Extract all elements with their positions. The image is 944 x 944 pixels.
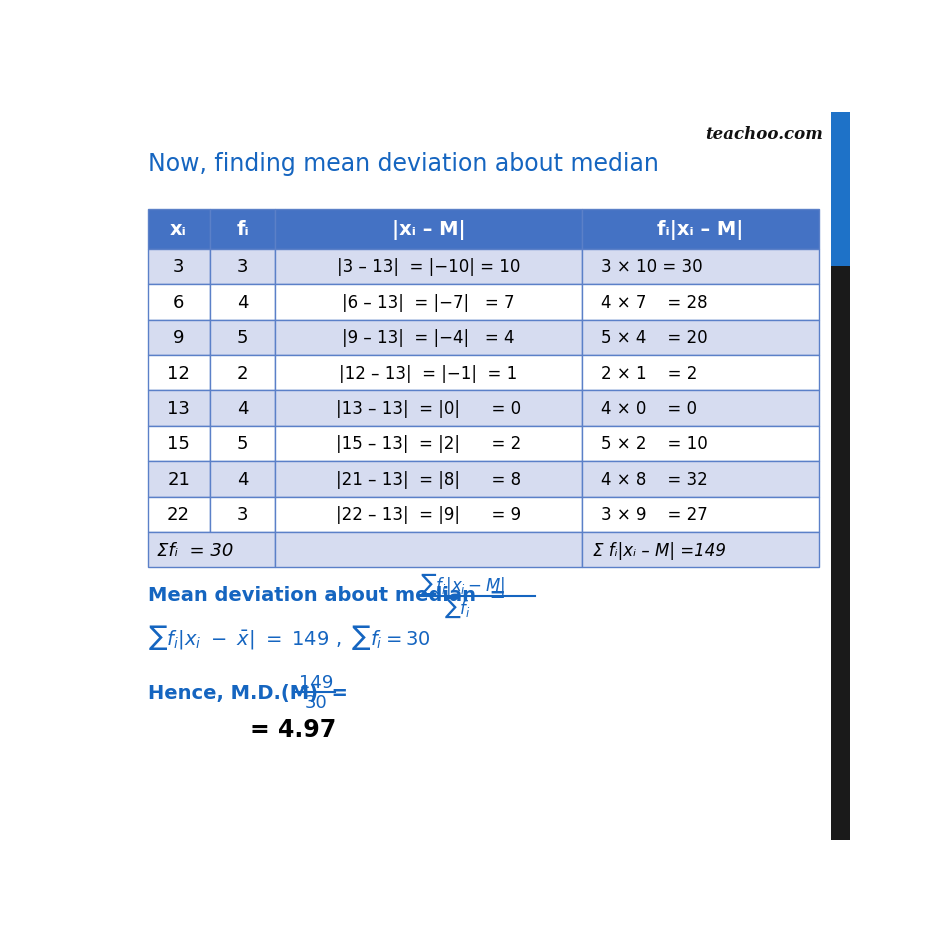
- Bar: [210, 462, 275, 497]
- Bar: [275, 462, 581, 497]
- Bar: [275, 427, 581, 462]
- Bar: [275, 210, 581, 249]
- Text: 3: 3: [237, 258, 248, 276]
- Text: 4 × 7    = 28: 4 × 7 = 28: [600, 294, 707, 312]
- Bar: [147, 356, 210, 391]
- Text: |12 – 13|  = |−1|  = 1: |12 – 13| = |−1| = 1: [339, 364, 517, 382]
- Text: teachoo.com: teachoo.com: [705, 126, 822, 143]
- Text: 12: 12: [167, 364, 190, 382]
- Text: 6: 6: [173, 294, 184, 312]
- Bar: [275, 320, 581, 356]
- Bar: [147, 320, 210, 356]
- Bar: [210, 427, 275, 462]
- Bar: [147, 532, 275, 568]
- Bar: [210, 285, 275, 320]
- Text: 5 × 4    = 20: 5 × 4 = 20: [600, 329, 707, 346]
- Text: 149: 149: [298, 673, 332, 691]
- Bar: [581, 356, 818, 391]
- Text: Σfᵢ  = 30: Σfᵢ = 30: [157, 541, 233, 559]
- Bar: [147, 462, 210, 497]
- Bar: [275, 497, 581, 532]
- Text: 4 × 0    = 0: 4 × 0 = 0: [600, 399, 697, 417]
- Bar: [581, 391, 818, 427]
- Text: $\sum f_i|x_i - M|$: $\sum f_i|x_i - M|$: [420, 571, 505, 597]
- Text: |9 – 13|  = |−4|   = 4: |9 – 13| = |−4| = 4: [342, 329, 514, 346]
- Text: 3: 3: [173, 258, 184, 276]
- Text: 21: 21: [167, 470, 190, 488]
- Text: = 4.97: = 4.97: [249, 717, 336, 741]
- Text: $\sum f_i|x_i\ -\ \bar{x}|\ =\ 149\ ,\ \sum f_i = 30$: $\sum f_i|x_i\ -\ \bar{x}|\ =\ 149\ ,\ \…: [147, 623, 430, 651]
- Text: |21 – 13|  = |8|      = 8: |21 – 13| = |8| = 8: [336, 470, 520, 488]
- Bar: [210, 249, 275, 285]
- Bar: [210, 320, 275, 356]
- Bar: [581, 249, 818, 285]
- Text: 5: 5: [237, 435, 248, 453]
- Bar: [275, 285, 581, 320]
- Text: 5 × 2    = 10: 5 × 2 = 10: [600, 435, 707, 453]
- Bar: [581, 320, 818, 356]
- Text: 4 × 8    = 32: 4 × 8 = 32: [600, 470, 707, 488]
- Text: fᵢ: fᵢ: [236, 220, 248, 239]
- Bar: [275, 391, 581, 427]
- Text: |22 – 13|  = |9|      = 9: |22 – 13| = |9| = 9: [336, 506, 520, 524]
- Text: |15 – 13|  = |2|      = 2: |15 – 13| = |2| = 2: [335, 435, 520, 453]
- Text: |13 – 13|  = |0|      = 0: |13 – 13| = |0| = 0: [336, 399, 520, 417]
- Bar: [581, 210, 818, 249]
- Text: 3 × 10 = 30: 3 × 10 = 30: [600, 258, 701, 276]
- Text: 3: 3: [237, 506, 248, 524]
- Bar: [581, 285, 818, 320]
- Bar: [147, 391, 210, 427]
- Text: 2 × 1    = 2: 2 × 1 = 2: [600, 364, 697, 382]
- Text: xᵢ: xᵢ: [170, 220, 187, 239]
- Text: 13: 13: [167, 399, 190, 417]
- Text: 4: 4: [237, 399, 248, 417]
- Text: 5: 5: [237, 329, 248, 346]
- Text: Σ fᵢ|xᵢ – M| =149: Σ fᵢ|xᵢ – M| =149: [593, 541, 725, 559]
- Bar: [210, 497, 275, 532]
- Text: 4: 4: [237, 294, 248, 312]
- Bar: [275, 249, 581, 285]
- Bar: [830, 267, 850, 840]
- Bar: [147, 497, 210, 532]
- Bar: [210, 210, 275, 249]
- Bar: [210, 391, 275, 427]
- Text: 4: 4: [237, 470, 248, 488]
- Bar: [147, 285, 210, 320]
- Text: 30: 30: [304, 694, 327, 712]
- Bar: [581, 532, 818, 568]
- Text: |xᵢ – M|: |xᵢ – M|: [391, 219, 464, 240]
- Bar: [210, 356, 275, 391]
- Text: Mean deviation about median  =: Mean deviation about median =: [147, 585, 505, 604]
- Text: 2: 2: [237, 364, 248, 382]
- Text: $\sum f_i$: $\sum f_i$: [443, 595, 470, 620]
- Text: 22: 22: [167, 506, 190, 524]
- Bar: [830, 113, 850, 267]
- Bar: [147, 249, 210, 285]
- Text: Hence, M.D.(M)  =: Hence, M.D.(M) =: [147, 683, 347, 702]
- Bar: [275, 356, 581, 391]
- Text: |6 – 13|  = |−7|   = 7: |6 – 13| = |−7| = 7: [342, 294, 514, 312]
- Text: 3 × 9    = 27: 3 × 9 = 27: [600, 506, 707, 524]
- Bar: [581, 497, 818, 532]
- Bar: [581, 462, 818, 497]
- Text: 9: 9: [173, 329, 184, 346]
- Text: 15: 15: [167, 435, 190, 453]
- Text: Now, finding mean deviation about median: Now, finding mean deviation about median: [147, 152, 658, 176]
- Bar: [275, 532, 581, 568]
- Bar: [147, 210, 210, 249]
- Text: fᵢ|xᵢ – M|: fᵢ|xᵢ – M|: [657, 219, 743, 240]
- Text: |3 – 13|  = |−10| = 10: |3 – 13| = |−10| = 10: [336, 258, 519, 276]
- Bar: [147, 427, 210, 462]
- Bar: [581, 427, 818, 462]
